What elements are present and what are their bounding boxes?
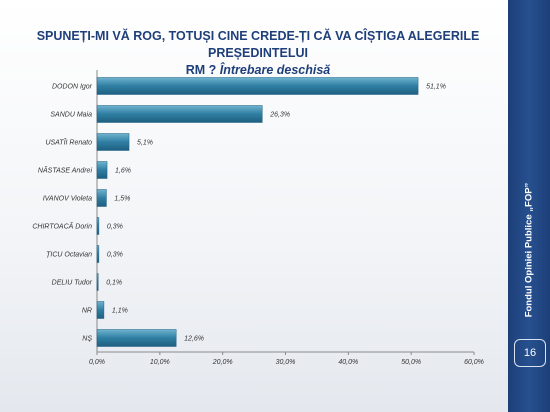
bar	[96, 329, 177, 347]
title-line-1: SPUNEȚI-MI VĂ ROG, TOTUȘI CINE CREDE-ȚI …	[36, 29, 480, 60]
x-tick-label: 10,0%	[150, 359, 170, 366]
x-tick-label: 20,0%	[212, 359, 233, 366]
category-label: NĂSTASE Andrei	[38, 166, 93, 175]
value-label: 0,3%	[107, 252, 123, 259]
category-label: USATÎI Renato	[45, 138, 92, 147]
value-label: 0,3%	[107, 224, 123, 231]
value-label: 26,3%	[269, 112, 290, 119]
page-number: 16	[514, 339, 546, 367]
value-label: 5,1%	[137, 140, 153, 147]
bar	[96, 105, 263, 123]
category-label: IVANOV Violeta	[43, 196, 92, 203]
bar	[96, 301, 105, 319]
bar-chart: 0,0% 10,0% 20,0% 30,0% 40,0% 50,0% 60,0% DODON …	[32, 70, 484, 366]
value-label: 51,1%	[426, 84, 446, 91]
category-label: DODON Igor	[52, 84, 93, 91]
category-label: SANDU Maia	[50, 112, 92, 119]
title-line-2-plain: RM ?	[185, 63, 217, 77]
category-label: CHIRTOACĂ Dorin	[32, 222, 92, 231]
bar	[96, 77, 419, 95]
bar	[96, 245, 100, 263]
category-label: DELIU Tudor	[52, 280, 93, 287]
category-label: NR	[82, 308, 92, 315]
slide-background	[0, 0, 508, 412]
title-line-2: RM ? Întrebare deschisă	[18, 62, 498, 79]
x-tick-label: 40,0%	[338, 359, 358, 366]
value-label: 1,5%	[114, 196, 130, 203]
x-tick-label: 30,0%	[276, 359, 296, 366]
bar	[96, 189, 107, 207]
category-label: ȚICU Octavian	[46, 252, 92, 259]
chart-title: SPUNEȚI-MI VĂ ROG, TOTUȘI CINE CREDE-ȚI …	[18, 28, 498, 79]
value-label: 0,1%	[106, 280, 122, 287]
value-label: 1,1%	[112, 308, 128, 315]
value-label: 1,6%	[115, 168, 131, 175]
bar	[96, 161, 108, 179]
value-label: 12,6%	[184, 336, 204, 343]
bar	[96, 133, 130, 151]
title-line-2-italic: Întrebare deschisă	[219, 63, 331, 77]
organization-label: Fondul Opiniei Publice „FOP”	[523, 182, 535, 318]
x-tick-label: 0,0%	[89, 359, 105, 366]
bar	[96, 217, 100, 235]
category-label: NȘ	[82, 336, 92, 343]
x-tick-label: 50,0%	[401, 359, 421, 366]
x-tick-label: 60,0%	[464, 359, 484, 366]
bar	[96, 273, 99, 291]
